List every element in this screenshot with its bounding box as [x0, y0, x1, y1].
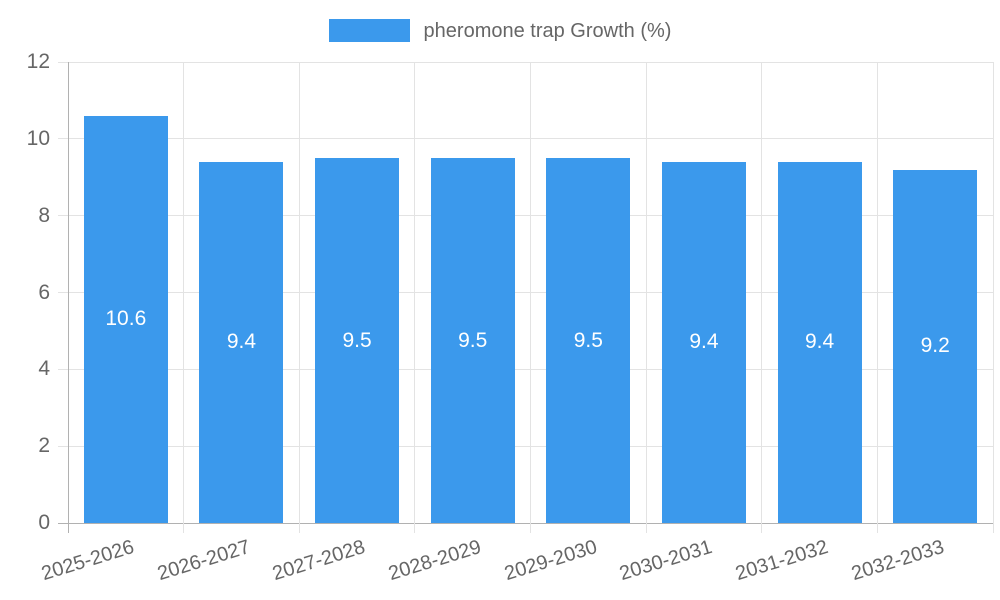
- bar-value-label: 9.4: [804, 330, 835, 354]
- gridline-horizontal: [58, 138, 993, 140]
- legend-swatch: [328, 19, 410, 42]
- gridline-horizontal: [58, 445, 993, 447]
- bar-value-label: 9.4: [689, 330, 719, 354]
- bar: [777, 161, 862, 523]
- gridline-horizontal: [58, 368, 993, 370]
- x-tick-label: 2032-2033: [848, 536, 947, 586]
- bar: [661, 161, 746, 523]
- bar-value-label: 9.2: [920, 334, 950, 358]
- x-tick-label: 2031-2032: [732, 536, 831, 586]
- bar: [430, 158, 515, 523]
- bar-value-label: 9.5: [458, 328, 488, 352]
- x-tick-label: 2028-2029: [385, 536, 484, 586]
- y-axis-line: [67, 62, 69, 533]
- gridline-vertical: [298, 62, 300, 533]
- bar-value-label: 9.5: [342, 328, 372, 352]
- legend-label: pheromone trap Growth (%): [423, 19, 672, 42]
- x-tick-label: 2027-2028: [270, 536, 369, 586]
- y-tick-label: 2: [38, 434, 50, 458]
- bar-value-label: 10.6: [105, 307, 147, 331]
- y-tick-label: 6: [38, 280, 50, 304]
- y-tick-label: 10: [26, 126, 50, 150]
- bar-value-label: 9.5: [573, 328, 603, 352]
- bar: [315, 158, 400, 523]
- x-tick-label: 2025-2026: [39, 536, 137, 586]
- y-tick-label: 8: [38, 203, 50, 227]
- gridline-horizontal: [58, 215, 993, 217]
- x-tick-label: 2026-2027: [154, 536, 253, 586]
- bar-value-label: 9.4: [226, 330, 257, 354]
- bar: [199, 161, 284, 523]
- gridline-vertical: [414, 62, 416, 533]
- y-tick-label: 12: [26, 50, 50, 73]
- bar: [83, 115, 168, 523]
- gridline-vertical: [992, 62, 994, 533]
- gridline-vertical: [183, 62, 185, 533]
- gridline-horizontal: [58, 292, 993, 293]
- x-tick-label: 2030-2031: [617, 536, 716, 586]
- gridline-vertical: [761, 62, 763, 533]
- gridline-vertical: [876, 62, 878, 533]
- x-tick-label: 2029-2030: [501, 536, 600, 586]
- gridline-vertical: [645, 62, 647, 533]
- bar: [893, 169, 978, 523]
- bar: [546, 158, 631, 523]
- gridline-horizontal: [58, 61, 993, 63]
- y-tick-label: 0: [38, 511, 50, 534]
- chart-legend[interactable]: pheromone trap Growth (%): [0, 19, 1000, 42]
- y-tick-label: 4: [38, 357, 50, 381]
- gridline-vertical: [530, 62, 531, 533]
- x-axis-line: [58, 522, 993, 524]
